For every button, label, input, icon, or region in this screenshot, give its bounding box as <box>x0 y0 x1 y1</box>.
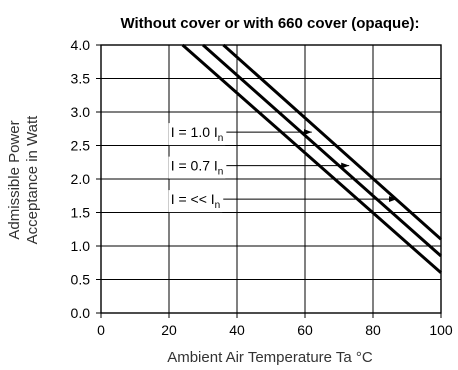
series-lines <box>181 43 442 274</box>
y-axis-label: Admissible Power Acceptance in Watt <box>6 115 41 245</box>
y-tick-label: 3.5 <box>71 71 91 87</box>
y-tick-label: 0.5 <box>71 272 91 288</box>
series-label-background <box>168 123 226 146</box>
y-tick-label: 1.5 <box>71 205 91 221</box>
grid <box>100 44 442 314</box>
annotations: I = 1.0 In I = 0.7 In I = << In <box>168 123 397 213</box>
series-label-background <box>168 190 223 213</box>
series-label: I = 0.7 In <box>171 158 224 178</box>
x-tick-label: 80 <box>365 322 381 338</box>
series-line-1 <box>202 43 442 258</box>
series-label: I = << In <box>171 191 221 211</box>
y-axis-label-line-2: Acceptance in Watt <box>24 115 41 245</box>
x-axis-label: Ambient Air Temperature Ta °C <box>167 349 373 366</box>
x-tick-label: 40 <box>229 322 245 338</box>
series-line-0 <box>181 43 442 274</box>
x-axis-ticks: 0 20 40 60 80 100 <box>97 313 453 338</box>
series-label-background <box>168 156 226 179</box>
y-axis-label-line-1: Admissible Power <box>6 120 23 239</box>
x-tick-label: 60 <box>297 322 313 338</box>
y-tick-label: 1.0 <box>71 238 91 254</box>
y-tick-label: 4.0 <box>71 37 91 53</box>
series-label: I = 1.0 In <box>171 124 224 144</box>
y-tick-label: 0.0 <box>71 305 91 321</box>
y-tick-label: 3.0 <box>71 104 91 120</box>
x-tick-label: 0 <box>97 322 105 338</box>
y-tick-label: 2.5 <box>71 138 91 154</box>
y-axis-ticks: 0.0 0.5 1.0 1.5 2.0 2.5 3.0 3.5 4.0 <box>71 37 101 321</box>
x-tick-label: 100 <box>429 322 453 338</box>
x-tick-label: 20 <box>161 322 177 338</box>
chart-title: Without cover or with 660 cover (opaque)… <box>120 15 419 32</box>
series-line-2 <box>222 43 442 241</box>
y-tick-label: 2.0 <box>71 171 91 187</box>
